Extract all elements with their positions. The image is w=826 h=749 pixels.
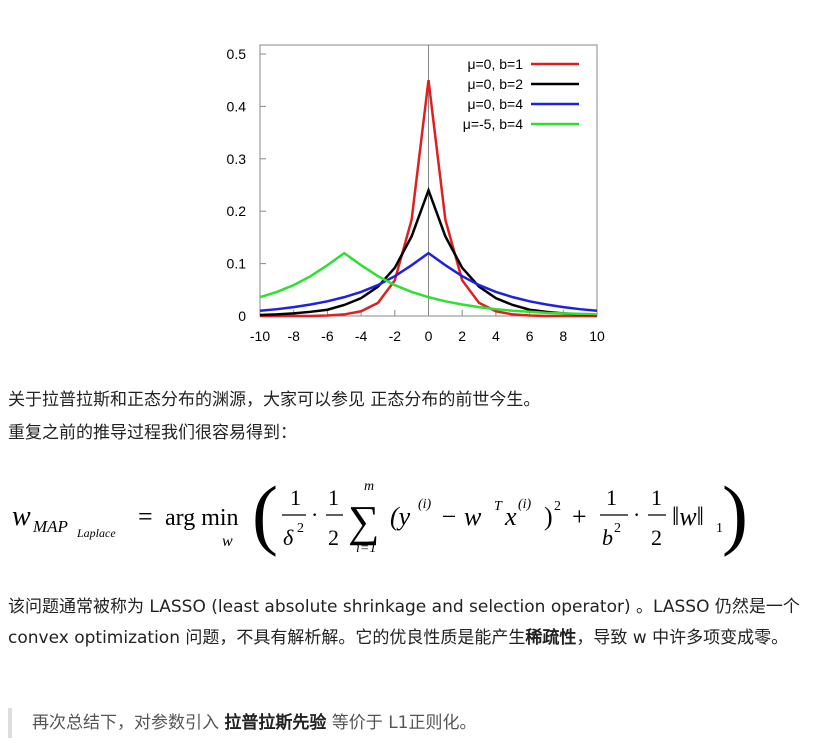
formula-part: 1 xyxy=(290,485,301,510)
text: 等价于 L1正则化。 xyxy=(326,713,477,733)
formula-part: b xyxy=(602,525,613,550)
formula-part: ( xyxy=(252,470,278,557)
formula-part: m xyxy=(364,479,374,494)
formula-part: ‖w‖ xyxy=(672,502,704,531)
formula-part: ) xyxy=(544,502,553,531)
x-tick-label: 10 xyxy=(589,328,605,344)
legend-label: μ=0, b=1 xyxy=(467,56,523,72)
formula-part: · xyxy=(311,502,318,527)
formula-part: + xyxy=(572,502,587,531)
chart: 0 0.1 0.2 0.3 0.4 0.5 -10 -8 -6 -4 -2 0 2 4 6 8 10 μ=0, b… xyxy=(227,44,605,344)
formula-part: w xyxy=(222,533,233,550)
legend-label: μ=0, b=4 xyxy=(467,96,523,112)
formula-part: 1 xyxy=(716,521,723,536)
legend-label: μ=-5, b=4 xyxy=(463,116,523,132)
paragraph: 该问题通常被称为 LASSO (least absolute shrinkage… xyxy=(8,592,818,654)
formula-part: (i) xyxy=(518,497,532,512)
formula-part: 1 xyxy=(328,485,339,510)
formula-part: ) xyxy=(722,470,748,557)
line-series xyxy=(259,186,598,317)
formula-part: i=1 xyxy=(356,541,376,556)
y-tick-label: 0.2 xyxy=(227,203,247,219)
text-line: 关于拉普拉斯和正态分布的渊源，大家可以参见 正态分布的前世今生。 xyxy=(8,390,541,410)
formula-part: 2 xyxy=(328,525,339,550)
x-tick-label: -10 xyxy=(250,328,270,344)
line-series xyxy=(260,80,597,318)
x-tick-label: 0 xyxy=(425,328,433,344)
bold-text: 拉普拉斯先验 xyxy=(224,713,327,733)
blockquote: 再次总结下，对参数引入 拉普拉斯先验 等价于 L1正则化。 xyxy=(8,708,477,738)
x-tick-label: 2 xyxy=(458,328,466,344)
formula-part: Laplace xyxy=(76,526,116,540)
formula-part: δ xyxy=(283,525,294,550)
legend-label: μ=0, b=2 xyxy=(467,76,523,92)
formula-part: T xyxy=(494,499,503,514)
bold-text: 稀疏性 xyxy=(525,628,577,648)
formula-part: − w xyxy=(440,502,482,531)
formula-part: · xyxy=(633,502,640,527)
formula-part: (i) xyxy=(418,497,432,512)
text: 该问题通常被称为 LASSO (least absolute shrinkage… xyxy=(8,597,800,648)
text: 再次总结下，对参数引入 xyxy=(32,713,225,733)
formula-part: 1 xyxy=(606,485,617,510)
line-series xyxy=(259,251,598,313)
formula-part: 1 xyxy=(651,485,662,510)
y-tick-label: 0.4 xyxy=(227,98,247,114)
x-tick-label: -4 xyxy=(355,328,368,344)
x-tick-label: -2 xyxy=(389,328,402,344)
y-tick-label: 0.5 xyxy=(227,46,247,62)
x-tick-label: 4 xyxy=(492,328,500,344)
formula-part: MAP xyxy=(32,517,68,536)
text: ，导致 w 中许多项变成零。 xyxy=(576,628,789,648)
x-tick-label: 8 xyxy=(559,328,567,344)
text-line: 重复之前的推导过程我们很容易得到： xyxy=(8,423,297,443)
formula-part: ∑ xyxy=(348,497,379,546)
formula-part: 2 xyxy=(554,499,561,514)
formula-part: x xyxy=(504,502,517,531)
formula-part: 2 xyxy=(297,521,304,536)
formula-part: arg min xyxy=(165,505,239,531)
x-tick-label: -8 xyxy=(287,328,300,344)
y-tick-label: 0.3 xyxy=(227,151,247,167)
formula-part: (y xyxy=(390,502,411,531)
y-tick-label: 0.1 xyxy=(227,256,247,272)
formula-part: = xyxy=(138,502,153,531)
formula-part: 2 xyxy=(614,521,621,536)
line-series xyxy=(259,251,598,316)
y-tick-label: 0 xyxy=(238,308,246,324)
x-tick-label: 6 xyxy=(526,328,534,344)
x-tick-label: -6 xyxy=(321,328,334,344)
formula-part: 2 xyxy=(651,525,662,550)
formula-part: w xyxy=(12,501,31,532)
